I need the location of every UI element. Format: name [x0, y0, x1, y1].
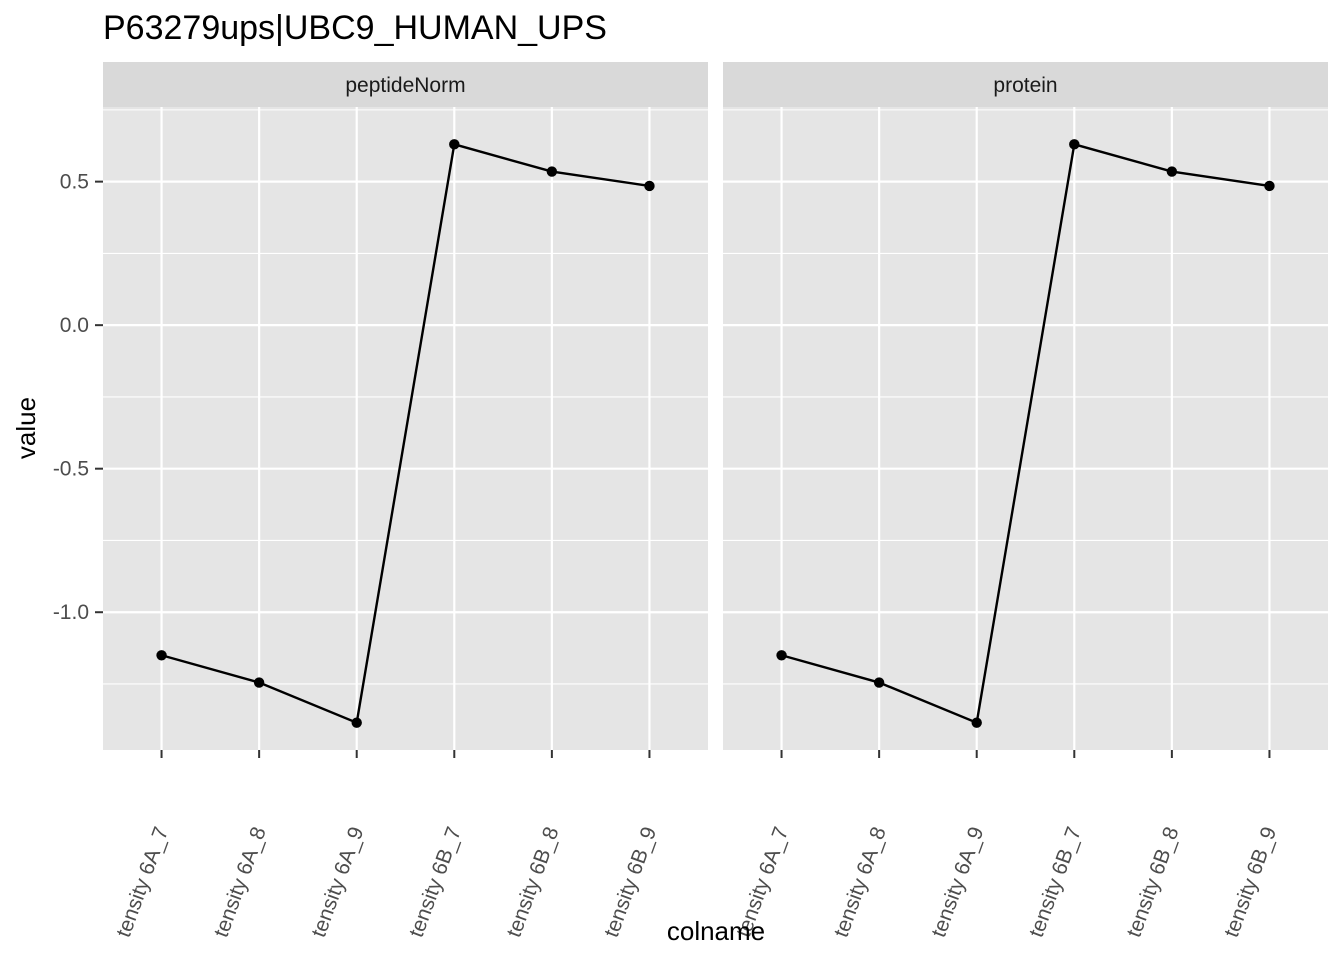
data-point [1166, 166, 1178, 177]
x-tick-label: tensity 6A_9 [307, 824, 368, 940]
facet-strip-label: peptideNorm [345, 74, 465, 97]
y-tick-label: 0.0 [60, 314, 89, 337]
x-tick-label: tensity 6B_9 [1220, 824, 1281, 940]
data-point [1069, 139, 1080, 150]
data-point [546, 166, 558, 177]
data-point [644, 180, 655, 192]
x-tick-label: tensity 6B_7 [1025, 824, 1086, 940]
data-point [156, 650, 167, 661]
facet-strip [723, 62, 1328, 107]
x-tick-label: tensity 6A_9 [927, 824, 988, 940]
y-tick-label: -1.0 [53, 601, 89, 624]
series-line [781, 142, 1270, 725]
data-point [971, 717, 982, 728]
series-line [161, 142, 650, 725]
x-tick-label: tensity 6B_7 [405, 824, 466, 940]
data-point [253, 677, 265, 688]
facet-panel: peptideNorm tensity 6A_7 tensity 6A_8 tensi… [103, 62, 708, 940]
y-axis-title: value [11, 397, 41, 459]
data-point [776, 650, 787, 661]
x-tick-label: tensity 6A_8 [210, 824, 271, 940]
chart-title: P63279ups|UBC9_HUMAN_UPS [103, 9, 607, 47]
x-tick-label: tensity 6A_8 [830, 824, 891, 940]
y-axis: 0.5 0.0 -0.5 -1.0 [53, 171, 103, 624]
y-tick-label: -0.5 [53, 458, 89, 481]
x-tick-label: tensity 6B_8 [1122, 824, 1183, 940]
x-tick-label: tensity 6B_9 [600, 824, 661, 940]
data-point [873, 677, 885, 688]
x-tick-label: tensity 6B_8 [502, 824, 563, 940]
data-point [1264, 180, 1275, 192]
facet-strip [103, 62, 708, 107]
x-axis-title: colname [667, 916, 765, 946]
data-point [449, 139, 460, 150]
facet-strip-label: protein [993, 74, 1057, 97]
y-tick-label: 0.5 [60, 171, 89, 194]
panels-layer: peptideNorm tensity 6A_7 tensity 6A_8 tensi… [103, 62, 1328, 940]
data-point [351, 717, 362, 728]
x-tick-label: tensity 6A_7 [112, 824, 173, 940]
